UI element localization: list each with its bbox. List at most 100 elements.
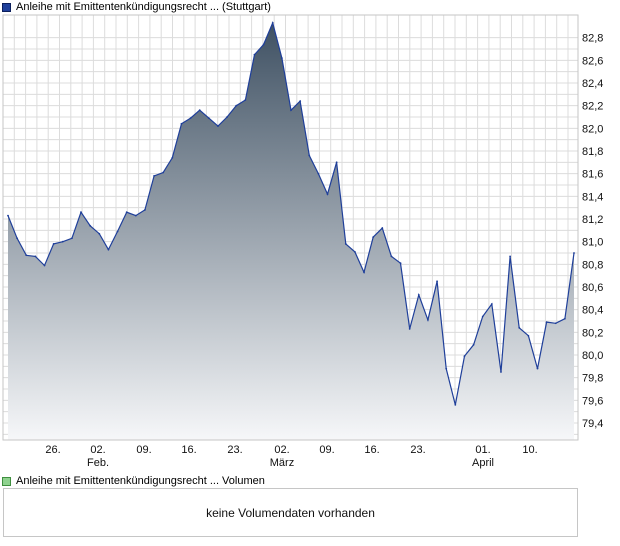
data-point [207,117,210,120]
price-legend-label: Anleihe mit Emittentenkündigungsrecht ..… [16,1,271,13]
volume-legend: Anleihe mit Emittentenkündigungsrecht ..… [2,474,265,488]
data-point [417,294,420,296]
volume-panel: keine Volumendaten vorhanden [3,488,578,537]
data-point [381,227,384,229]
data-point [290,109,292,112]
x-tick-label: 02. [274,444,289,456]
data-point [71,237,73,240]
data-point [481,315,484,318]
data-point [472,343,475,346]
y-tick-label: 80,8 [582,259,603,271]
y-axis-labels: 82,8 82,6 82,4 82,2 82,0 81,8 81,6 81,4 81,2 81,0… [582,33,603,430]
data-point [16,237,19,240]
data-point [408,328,411,330]
plot-frame [2,14,579,441]
data-point [454,403,457,406]
data-point [271,22,274,24]
data-point [399,262,402,265]
data-point [125,211,128,214]
y-tick-label: 80,0 [582,350,603,362]
x-tick-label: 23. [410,444,425,456]
data-point [500,371,502,373]
data-point [43,264,46,267]
data-point [80,211,82,214]
data-point [262,43,265,46]
data-points [7,22,575,406]
x-tick-label: 10. [522,444,537,456]
price-legend: Anleihe mit Emittentenkündigungsrecht ..… [2,0,271,14]
data-point [372,236,375,239]
data-point [180,122,183,125]
data-point [317,172,320,175]
y-tick-label: 82,8 [582,33,603,45]
data-point [89,224,92,227]
data-point [116,230,119,233]
data-point [144,209,146,211]
y-tick-label: 82,4 [582,78,603,90]
y-tick-label: 79,6 [582,395,603,407]
x-tick-label: 09. [136,444,151,456]
x-tick-month-label: März [270,457,294,469]
data-point [573,252,575,254]
data-point [563,317,566,320]
data-point [34,255,37,258]
y-tick-label: 82,2 [582,101,603,113]
y-tick-label: 81,2 [582,214,603,226]
x-tick-label: 09. [319,444,334,456]
data-point [52,243,55,245]
data-point [299,100,302,103]
data-point [280,57,283,59]
x-tick-label: 16. [364,444,379,456]
data-point [344,243,347,245]
data-point [536,367,539,370]
y-tick-label: 80,4 [582,305,603,317]
data-point [527,334,530,337]
data-point [554,322,557,325]
data-point [226,116,228,118]
data-point [427,318,429,321]
volume-legend-swatch [2,476,11,486]
data-point [436,280,438,283]
x-tick-label: 02. [90,444,105,456]
data-point [545,321,548,324]
data-point [153,175,155,177]
data-point [354,250,356,253]
data-point [171,156,174,159]
data-point [390,255,393,258]
x-tick-label: 26. [45,444,60,456]
y-tick-label: 79,4 [582,418,603,430]
y-tick-label: 81,8 [582,146,603,158]
data-point [25,254,28,257]
data-point [217,125,219,127]
volume-legend-label: Anleihe mit Emittentenkündigungsrecht ..… [16,475,265,487]
data-point [463,355,466,358]
data-point [244,99,247,101]
data-point [253,53,256,56]
data-point [490,303,493,305]
y-tick-label: 81,6 [582,169,603,181]
data-point [98,232,101,235]
data-point [308,154,311,157]
x-tick-month-label: Feb. [87,457,109,469]
data-point [107,248,110,251]
price-chart: 82,8 82,6 82,4 82,2 82,0 81,8 81,6 81,4 81,2 81,0… [2,14,603,469]
data-point [326,193,329,195]
y-tick-label: 81,0 [582,237,603,249]
data-point [162,171,165,174]
y-tick-label: 81,4 [582,191,603,203]
price-area [8,22,574,441]
data-point [134,214,137,217]
data-point [61,240,64,243]
volume-empty-message: keine Volumendaten vorhanden [206,505,375,520]
data-point [363,271,365,274]
y-tick-label: 82,0 [582,123,603,135]
data-point [235,104,238,107]
y-tick-label: 80,6 [582,282,603,294]
data-point [445,367,448,370]
x-tick-month-label: April [472,457,494,469]
data-point [509,255,511,258]
y-tick-label: 79,8 [582,373,603,385]
price-legend-swatch [2,2,11,12]
data-point [335,161,338,164]
